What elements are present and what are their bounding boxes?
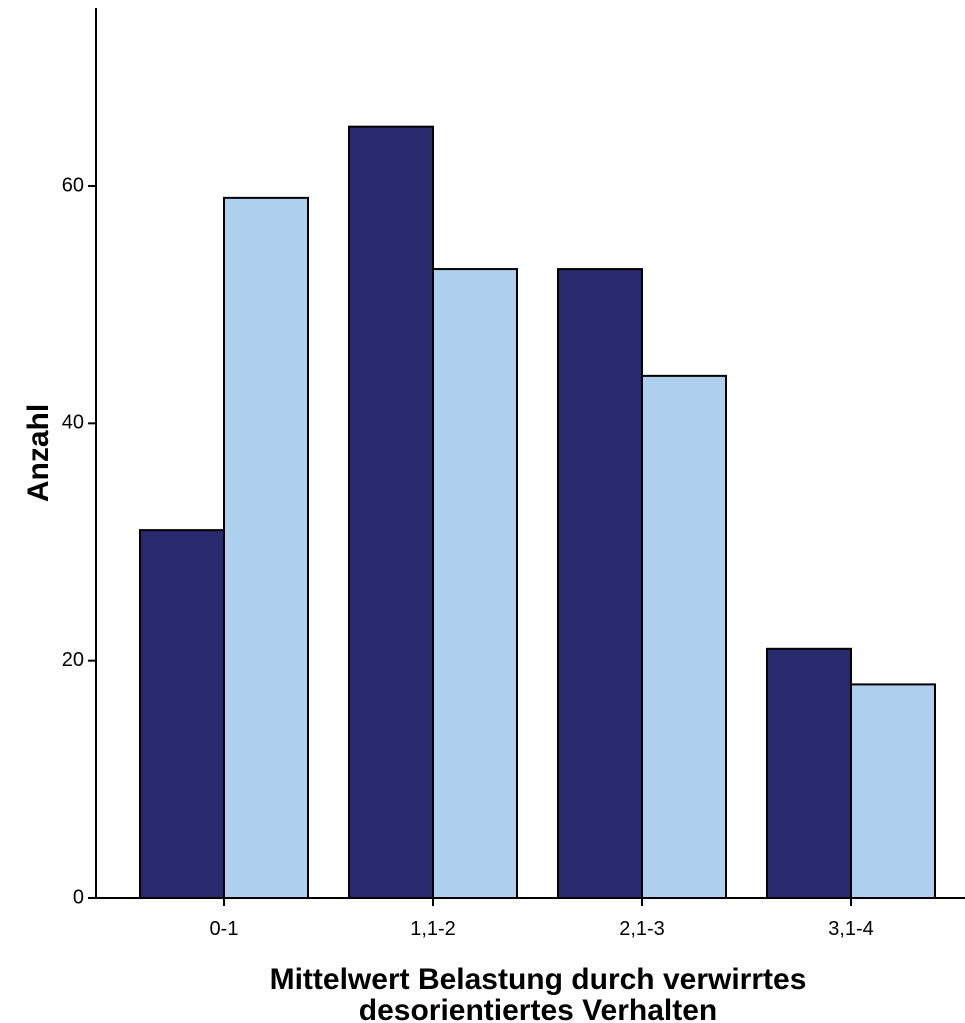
y-axis-title: Anzahl — [22, 404, 55, 502]
bar-series-1-2,1-3 — [557, 268, 643, 900]
bar-series-1-0-1 — [139, 529, 225, 900]
bar-series-2-3,1-4 — [850, 683, 936, 900]
x-axis-title-line-2: desorientiertes Verhalten — [359, 994, 717, 1023]
bar-series-1-1,1-2 — [348, 125, 434, 899]
y-ticks-layer: 0 20 40 60 — [62, 174, 96, 908]
x-ticks-layer: 0-1 1,1-2 2,1-3 3,1-4 — [210, 898, 874, 940]
x-tick-label: 3,1-4 — [828, 918, 874, 940]
x-axis-title-line-1: Mittelwert Belastung durch verwirrtes — [270, 963, 807, 996]
bar-series-2-0-1 — [223, 196, 309, 900]
bar-series-2-1,1-2 — [432, 268, 518, 900]
bar-series-2-2,1-3 — [641, 374, 727, 900]
y-tick-label: 40 — [62, 412, 84, 434]
bars-layer — [139, 125, 936, 900]
y-tick-label: 20 — [62, 649, 84, 671]
x-tick-label: 1,1-2 — [410, 918, 456, 940]
x-tick-label: 0-1 — [210, 918, 239, 940]
y-tick-label: 0 — [73, 886, 84, 908]
bar-series-1-3,1-4 — [766, 647, 852, 899]
x-tick-label: 2,1-3 — [619, 918, 665, 940]
y-tick-label: 60 — [62, 174, 84, 196]
